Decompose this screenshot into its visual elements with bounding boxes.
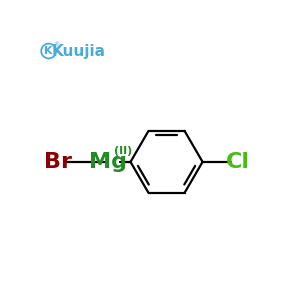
Text: Br: Br <box>44 152 72 172</box>
Text: Mg: Mg <box>89 152 128 172</box>
Text: Cl: Cl <box>226 152 250 172</box>
Text: K: K <box>44 46 53 56</box>
Text: (II): (II) <box>114 146 132 156</box>
Text: Kuujia: Kuujia <box>51 44 105 59</box>
Text: ®: ® <box>53 42 60 47</box>
